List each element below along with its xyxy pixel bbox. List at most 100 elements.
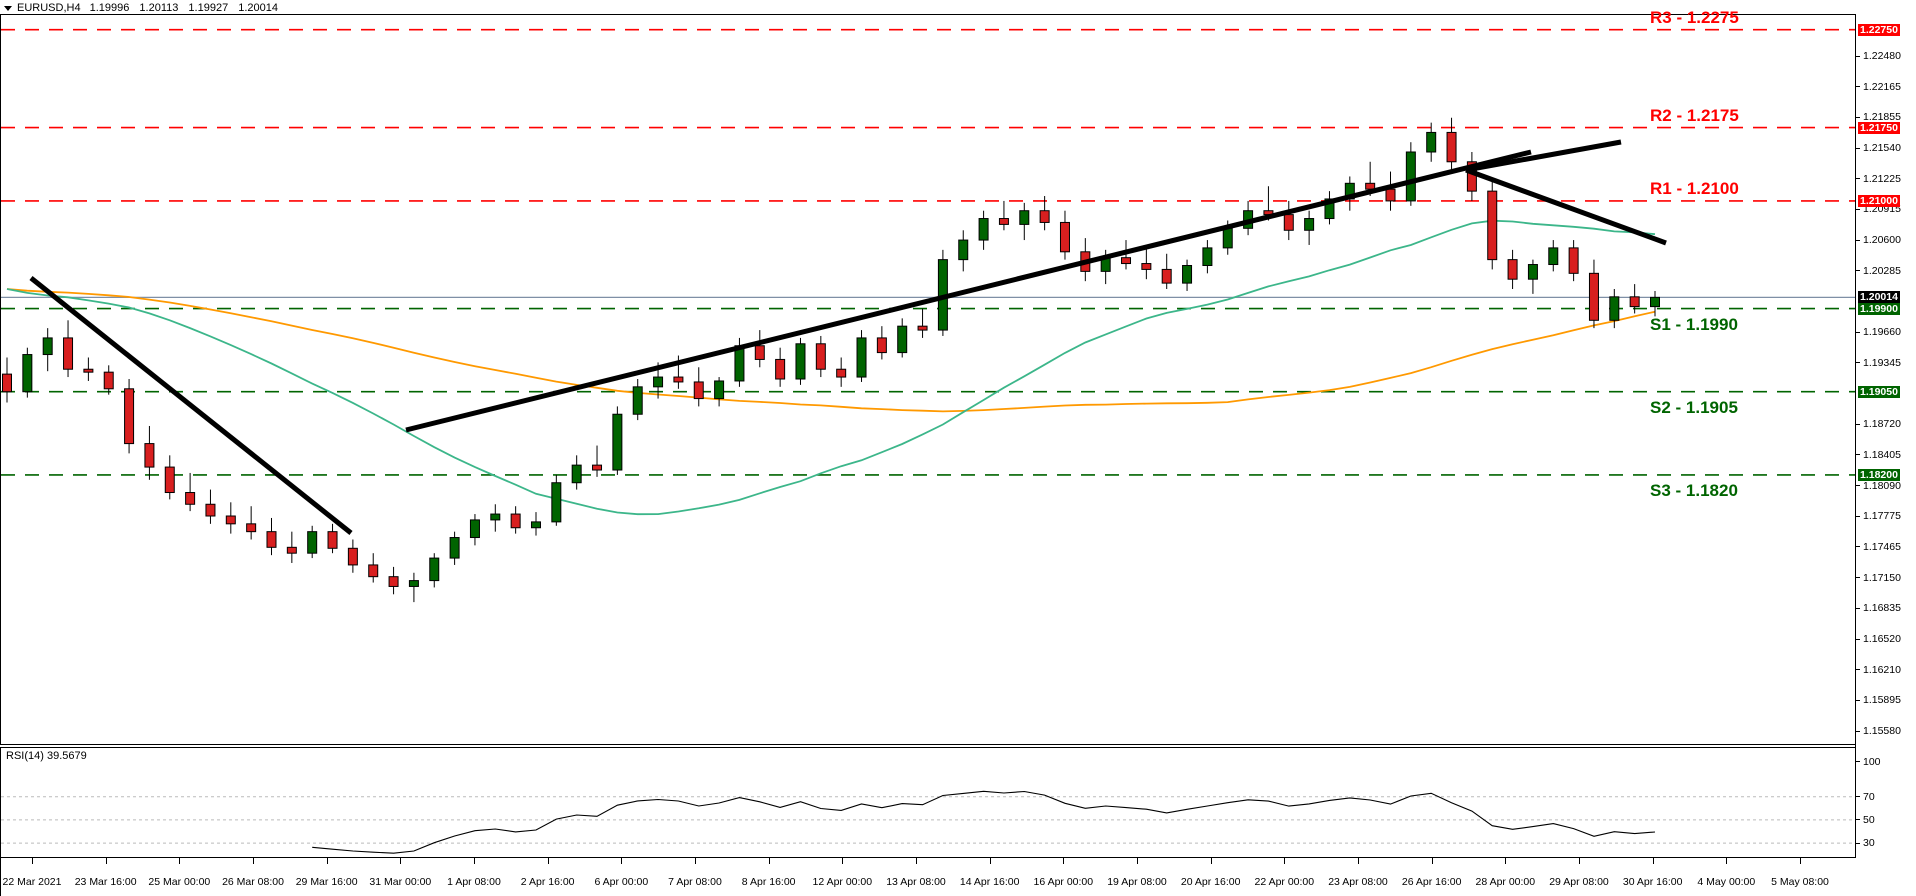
candle-body	[632, 386, 643, 415]
candle-body	[144, 443, 155, 468]
price-tick-label: 1.21225	[1863, 172, 1901, 185]
price-tag-black: 1.20014	[1858, 291, 1900, 304]
price-axis[interactable]: 1.22480 1.22165 1.21855 1.21540 1.21225 1.209…	[1856, 14, 1916, 858]
rsi-line	[312, 790, 1656, 854]
time-tick-mark	[1284, 858, 1286, 864]
candle-body	[103, 371, 114, 390]
candle-body	[124, 388, 135, 445]
price-tick-label: 1.19345	[1863, 356, 1901, 369]
candle-body	[164, 466, 175, 494]
candle-body	[388, 576, 399, 587]
candle-body	[714, 380, 725, 400]
time-tick-mark	[1431, 858, 1433, 864]
price-tick-label: 1.16520	[1863, 633, 1901, 646]
candle-body	[22, 354, 33, 393]
time-axis[interactable]: 22 Mar 2021 23 Mar 16:00 25 Mar 00:00 26 Ma…	[0, 858, 1856, 896]
time-tick-label: 29 Apr 08:00	[1549, 876, 1609, 888]
candle-body	[958, 239, 969, 261]
price-tick: 1.21540	[1856, 142, 1916, 154]
candle-body	[1487, 190, 1498, 261]
price-tick-label: 1.20600	[1863, 234, 1901, 247]
time-tick-label: 14 Apr 16:00	[959, 876, 1020, 888]
rsi-svg	[1, 790, 1855, 854]
candle-body	[998, 218, 1009, 225]
time-axis-frame	[0, 858, 1856, 896]
price-tick: 1.17150	[1856, 572, 1916, 584]
time-tick-label: 16 Apr 00:00	[1033, 876, 1094, 888]
price-tick-label: 1.18405	[1863, 448, 1901, 461]
candle-body	[1527, 264, 1538, 280]
price-tick: 1.15580	[1856, 725, 1916, 737]
descending-trendline-left[interactable]	[29, 276, 353, 535]
candle-body	[856, 337, 867, 378]
candle-body	[42, 337, 53, 356]
price-tick-label: 1.17465	[1863, 540, 1901, 553]
price-tick: 1.17775	[1856, 510, 1916, 522]
rsi-tick-label: 100	[1863, 755, 1881, 768]
candle-body	[1304, 218, 1315, 231]
candle-body	[347, 547, 358, 566]
time-tick-label: 8 Apr 16:00	[741, 876, 796, 888]
candle-body	[1121, 257, 1132, 265]
price-tick: 1.22480	[1856, 50, 1916, 62]
ohlc-open: 1.19996	[89, 2, 130, 14]
price-plot-area[interactable]	[1, 15, 1855, 744]
time-tick-label: 5 May 08:00	[1771, 876, 1829, 888]
time-tick-mark	[989, 858, 991, 864]
triangle-down-icon[interactable]	[4, 5, 12, 11]
descending-trendline-right[interactable]	[1465, 167, 1667, 246]
moving-average-slow	[6, 288, 1656, 413]
candle-body	[1039, 210, 1050, 223]
candle-body	[1283, 214, 1294, 231]
candle-body	[1161, 268, 1172, 284]
price-svg	[1, 28, 1855, 603]
time-tick-label: 22 Apr 00:00	[1254, 876, 1315, 888]
candle-body	[83, 368, 94, 373]
candle-body	[1568, 247, 1579, 274]
time-tick-mark	[1358, 858, 1359, 864]
candle-body	[368, 564, 379, 578]
time-tick-label: 19 Apr 08:00	[1107, 876, 1167, 888]
candle-body	[815, 343, 826, 370]
price-tick-label: 1.15895	[1863, 694, 1901, 707]
candle-body	[1182, 265, 1193, 284]
candle-body	[1446, 131, 1457, 163]
time-tick-mark	[32, 858, 33, 864]
price-tick: 1.16210	[1856, 664, 1916, 676]
candle-body	[266, 531, 277, 548]
time-tick-mark	[916, 858, 917, 864]
rsi-axis[interactable]: 100 70 50 30	[1856, 747, 1916, 858]
ascending-trendline-main[interactable]	[405, 149, 1532, 433]
time-tick-mark	[768, 858, 770, 864]
level-label-s3: S3 - 1.1820	[1650, 480, 1738, 500]
time-tick-mark	[474, 858, 475, 864]
rsi-tick: 30	[1856, 837, 1916, 849]
time-tick-label: 7 Apr 08:00	[668, 876, 722, 888]
rsi-plot-area[interactable]	[1, 748, 1855, 857]
candle-body	[734, 345, 745, 382]
time-tick-label: 31 Mar 00:00	[369, 876, 432, 888]
price-tick: 1.19345	[1856, 357, 1916, 369]
price-tag-green: 1.19900	[1858, 302, 1900, 315]
rsi-tick-label: 30	[1863, 837, 1875, 850]
price-tick-label: 1.16835	[1863, 602, 1901, 615]
time-tick-label: 6 Apr 00:00	[594, 876, 649, 888]
candle-body	[551, 482, 562, 523]
rsi-tick: 50	[1856, 814, 1916, 826]
upper-wedge-line-right[interactable]	[1465, 139, 1622, 173]
time-tick-label: 25 Mar 00:00	[148, 876, 211, 888]
candle-body	[592, 464, 603, 471]
symbol-header: EURUSD,H4 1.19996 1.20113 1.19927 1.2001…	[0, 0, 1916, 16]
ohlc-low: 1.19927	[188, 2, 229, 14]
price-tag-red: 1.21750	[1858, 121, 1900, 134]
candle-body	[510, 513, 521, 529]
candle-body	[327, 531, 338, 549]
candle-body	[1365, 182, 1376, 190]
candle-body	[1466, 161, 1477, 192]
candle-body	[225, 515, 236, 525]
candle-body	[490, 513, 501, 521]
time-tick-label: 26 Mar 08:00	[222, 876, 284, 888]
candle-body	[795, 343, 806, 380]
symbol-label: EURUSD,H4	[17, 2, 81, 14]
